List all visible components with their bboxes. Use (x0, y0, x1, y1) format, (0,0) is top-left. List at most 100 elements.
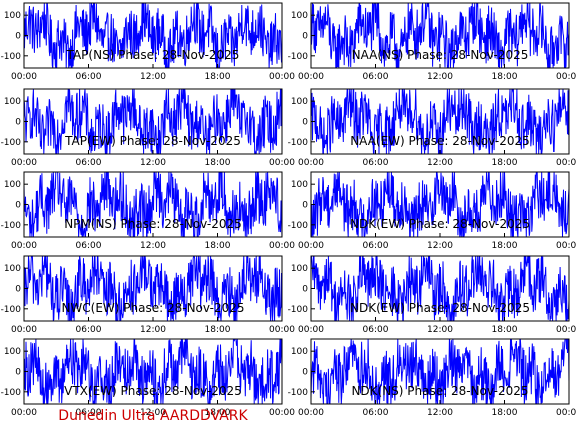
phase-trace-line (24, 3, 282, 68)
x-tick-label: 18:00 (492, 158, 518, 168)
phase-panel: 100 0 -100 00:00 06:00 12:00 18:00 00:00 NAA(EW)… (288, 88, 576, 168)
phase-trace-line (311, 3, 569, 68)
x-tick-label: 00:00 (269, 325, 295, 335)
y-tick-label: 0 (15, 118, 21, 128)
y-tick-label: 100 (4, 97, 21, 107)
phase-trace-line (24, 172, 282, 237)
phase-trace-line (24, 339, 282, 404)
y-tick-label: -100 (288, 305, 309, 315)
panel-title: NDK(EW) Phase: 28-Nov-2025 (350, 217, 530, 231)
phase-panel: 100 0 -100 00:00 06:00 12:00 18:00 00:00 NPM(NS)… (1, 171, 295, 251)
x-tick-label: 00:00 (556, 325, 576, 335)
y-tick-label: 100 (4, 347, 21, 357)
phase-panel: 100 0 -100 00:00 06:00 12:00 18:00 00:00 NWC(EW)… (1, 255, 295, 335)
y-tick-label: 100 (291, 11, 308, 21)
x-tick-label: 00:00 (11, 408, 37, 418)
x-tick-label: 00:00 (556, 408, 576, 418)
panel-title: VTX(EW) Phase: 28-Nov-2025 (64, 384, 242, 398)
x-tick-label: 18:00 (492, 241, 518, 251)
y-tick-label: 100 (291, 180, 308, 190)
x-tick-label: 00:00 (269, 408, 295, 418)
x-tick-label: 12:00 (427, 158, 453, 168)
x-tick-label: 00:00 (298, 325, 324, 335)
phase-trace-line (311, 172, 569, 237)
panel-title: NDK(EW) Phase: 28-Nov-2025 (350, 301, 530, 315)
phase-panel: 100 0 -100 00:00 06:00 12:00 18:00 00:00 TAP(NS)… (1, 2, 295, 82)
panel-title: NDK(NS) Phase: 28-Nov-2025 (351, 384, 528, 398)
y-tick-label: -100 (1, 305, 22, 315)
panel-title: NWC(EW) Phase: 28-Nov-2025 (61, 301, 244, 315)
x-tick-label: 12:00 (140, 72, 166, 82)
x-tick-label: 12:00 (140, 325, 166, 335)
x-tick-label: 12:00 (427, 72, 453, 82)
y-tick-label: 0 (15, 32, 21, 42)
x-tick-label: 00:00 (11, 158, 37, 168)
x-tick-label: 00:00 (11, 72, 37, 82)
x-tick-label: 06:00 (76, 241, 102, 251)
x-tick-label: 00:00 (298, 158, 324, 168)
phase-trace-line (311, 89, 569, 154)
panel-title: NPM(NS) Phase: 28-Nov-2025 (64, 217, 242, 231)
y-tick-label: 0 (302, 118, 308, 128)
y-tick-label: 0 (15, 285, 21, 295)
x-tick-label: 00:00 (269, 158, 295, 168)
y-tick-label: -100 (1, 221, 22, 231)
panel-grid: 100 0 -100 00:00 06:00 12:00 18:00 00:00 TAP(NS)… (1, 2, 576, 418)
y-tick-label: 100 (291, 264, 308, 274)
phase-trace-line (24, 256, 282, 321)
y-tick-label: 0 (302, 285, 308, 295)
y-tick-label: 100 (4, 264, 21, 274)
y-tick-label: -100 (1, 138, 22, 148)
panel-title: TAP(NS) Phase: 28-Nov-2025 (66, 48, 240, 62)
x-tick-label: 06:00 (363, 325, 389, 335)
phase-trace-line (311, 256, 569, 321)
x-tick-label: 12:00 (140, 241, 166, 251)
y-tick-label: 100 (291, 97, 308, 107)
x-tick-label: 00:00 (269, 241, 295, 251)
phase-panel: 100 0 -100 00:00 06:00 12:00 18:00 00:00 TAP(EW)… (1, 88, 295, 168)
x-tick-label: 00:00 (556, 241, 576, 251)
phase-panel: 100 0 -100 00:00 06:00 12:00 18:00 00:00 NDK(EW)… (288, 255, 576, 335)
y-tick-label: 100 (4, 180, 21, 190)
x-tick-label: 18:00 (205, 241, 231, 251)
x-tick-label: 06:00 (76, 408, 102, 418)
y-tick-label: -100 (288, 138, 309, 148)
x-tick-label: 06:00 (363, 72, 389, 82)
phase-trace-line (311, 339, 569, 404)
x-tick-label: 00:00 (298, 241, 324, 251)
phase-panel: 100 0 -100 00:00 06:00 12:00 18:00 00:00 NDK(EW)… (288, 171, 576, 251)
panel-title: NAA(EW) Phase: 28-Nov-2025 (350, 134, 530, 148)
phase-trace-line (24, 89, 282, 154)
y-tick-label: 0 (15, 368, 21, 378)
x-tick-label: 12:00 (427, 241, 453, 251)
x-tick-label: 00:00 (298, 72, 324, 82)
x-tick-label: 00:00 (556, 158, 576, 168)
x-tick-label: 12:00 (140, 408, 166, 418)
phase-panel: 100 0 -100 00:00 06:00 12:00 18:00 00:00 NDK(NS)… (288, 338, 576, 418)
phase-panel: 100 0 -100 00:00 06:00 12:00 18:00 00:00 VTX(EW)… (1, 338, 295, 418)
x-tick-label: 18:00 (492, 408, 518, 418)
x-tick-label: 18:00 (492, 325, 518, 335)
y-tick-label: 100 (4, 11, 21, 21)
y-tick-label: 0 (302, 368, 308, 378)
y-tick-label: 100 (291, 347, 308, 357)
x-tick-label: 00:00 (298, 408, 324, 418)
x-tick-label: 00:00 (11, 241, 37, 251)
x-tick-label: 12:00 (427, 408, 453, 418)
x-tick-label: 18:00 (205, 408, 231, 418)
x-tick-label: 06:00 (76, 158, 102, 168)
x-tick-label: 12:00 (140, 158, 166, 168)
y-tick-label: 0 (302, 32, 308, 42)
x-tick-label: 18:00 (205, 158, 231, 168)
x-tick-label: 06:00 (76, 325, 102, 335)
y-tick-label: -100 (288, 388, 309, 398)
footer-caption: Dunedin Ultra AARDDVARK (58, 408, 248, 424)
x-tick-label: 00:00 (556, 72, 576, 82)
x-tick-label: 06:00 (363, 158, 389, 168)
x-tick-label: 18:00 (205, 72, 231, 82)
x-tick-label: 00:00 (269, 72, 295, 82)
y-tick-label: -100 (1, 52, 22, 62)
phase-panel: 100 0 -100 00:00 06:00 12:00 18:00 00:00 NAA(NS)… (288, 2, 576, 82)
x-tick-label: 18:00 (492, 72, 518, 82)
